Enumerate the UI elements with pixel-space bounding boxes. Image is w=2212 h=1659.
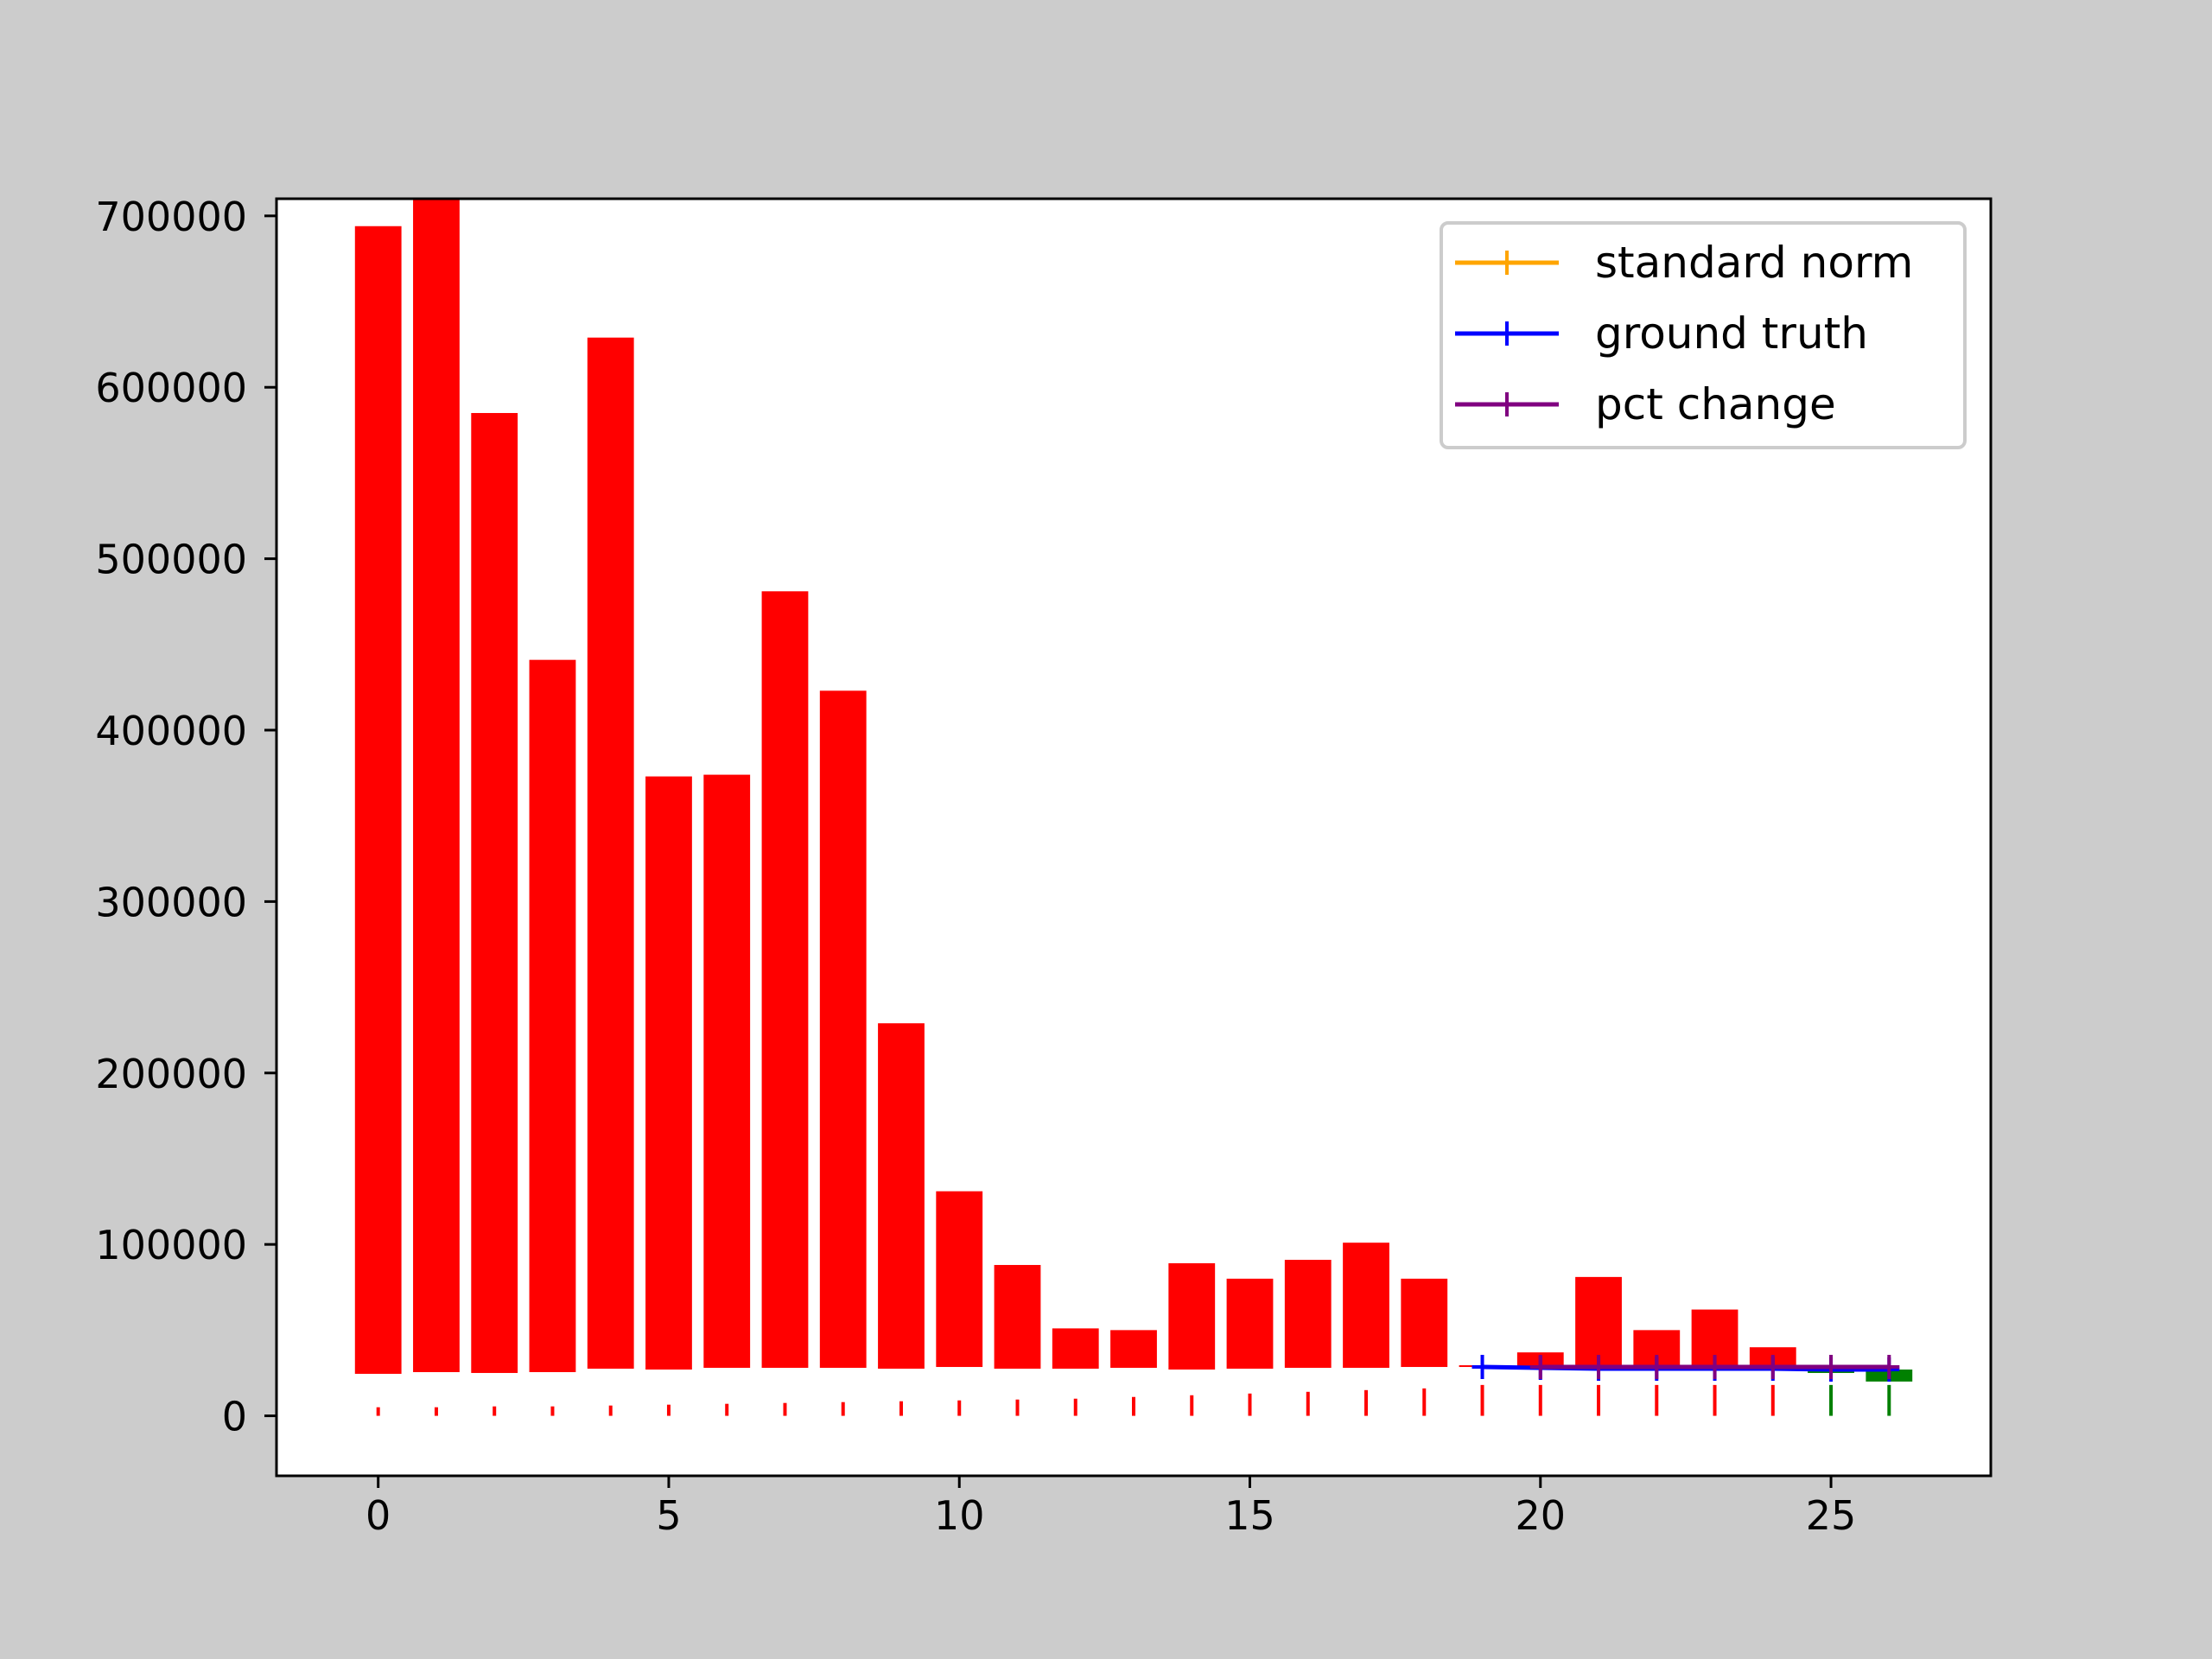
y-tick-label: 0 xyxy=(222,1394,247,1440)
x-tick-label: 10 xyxy=(934,1492,985,1539)
legend-marker-ground-truth xyxy=(1497,321,1517,346)
bar-13 xyxy=(1110,1330,1157,1369)
bar-14 xyxy=(1168,1262,1216,1370)
bar-2 xyxy=(471,412,518,1373)
legend-marker-standard-norm xyxy=(1497,251,1517,275)
bar-5 xyxy=(645,776,692,1370)
bar-9 xyxy=(878,1023,925,1370)
bar-8 xyxy=(819,690,867,1369)
legend-marker-pct-change xyxy=(1497,392,1517,416)
bar-11 xyxy=(994,1264,1041,1370)
legend-box xyxy=(1440,221,1967,449)
bar-12 xyxy=(1052,1328,1099,1370)
y-tick-label: 400000 xyxy=(95,708,247,754)
series-point-ground-truth-19 xyxy=(1471,1355,1493,1380)
series-point-pct-change-25 xyxy=(1821,1355,1842,1380)
bottom-ticks-layer xyxy=(376,1384,1891,1416)
bar-15 xyxy=(1226,1278,1274,1370)
y-axis: 0 100000 200000 300000 400000 500000 600000 700… xyxy=(95,194,276,1440)
bar-18 xyxy=(1401,1278,1448,1368)
series-point-pct-change-24 xyxy=(1762,1355,1783,1380)
legend: standard norm ground truth pct change xyxy=(1440,221,1967,449)
bars-layer xyxy=(354,199,1913,1382)
series-point-pct-change-26 xyxy=(1878,1355,1900,1380)
y-tick-label: 600000 xyxy=(95,365,247,411)
bar-21 xyxy=(1575,1276,1622,1367)
bar-7 xyxy=(761,591,809,1369)
bar-1 xyxy=(413,199,460,1372)
y-tick-label: 300000 xyxy=(95,879,247,925)
x-tick-label: 25 xyxy=(1806,1492,1857,1539)
y-tick-label: 100000 xyxy=(95,1222,247,1268)
x-axis: 0 5 10 15 20 25 xyxy=(365,1476,1856,1539)
bar-6 xyxy=(703,774,751,1369)
bar-3 xyxy=(529,659,576,1372)
series-point-pct-change-21 xyxy=(1588,1355,1610,1380)
legend-label-pct-change: pct change xyxy=(1595,379,1836,429)
series-point-pct-change-22 xyxy=(1646,1355,1668,1380)
x-tick-label: 5 xyxy=(656,1492,681,1539)
x-tick-label: 20 xyxy=(1516,1492,1567,1539)
plot-frame xyxy=(275,197,1993,1478)
y-tick-label: 700000 xyxy=(95,194,247,240)
bar-0 xyxy=(354,226,402,1374)
bar-4 xyxy=(587,337,634,1370)
x-tick-label: 15 xyxy=(1224,1492,1275,1539)
series-point-pct-change-20 xyxy=(1529,1355,1551,1380)
legend-label-ground-truth: ground truth xyxy=(1595,308,1868,359)
legend-label-standard-norm: standard norm xyxy=(1595,238,1913,288)
series-layer xyxy=(1471,1355,1900,1382)
bar-10 xyxy=(936,1191,983,1368)
x-tick-label: 0 xyxy=(365,1492,391,1539)
y-tick-label: 500000 xyxy=(95,537,247,583)
bar-17 xyxy=(1343,1243,1389,1369)
bar-16 xyxy=(1284,1260,1332,1369)
series-point-pct-change-23 xyxy=(1704,1355,1726,1380)
y-tick-label: 200000 xyxy=(95,1051,247,1097)
